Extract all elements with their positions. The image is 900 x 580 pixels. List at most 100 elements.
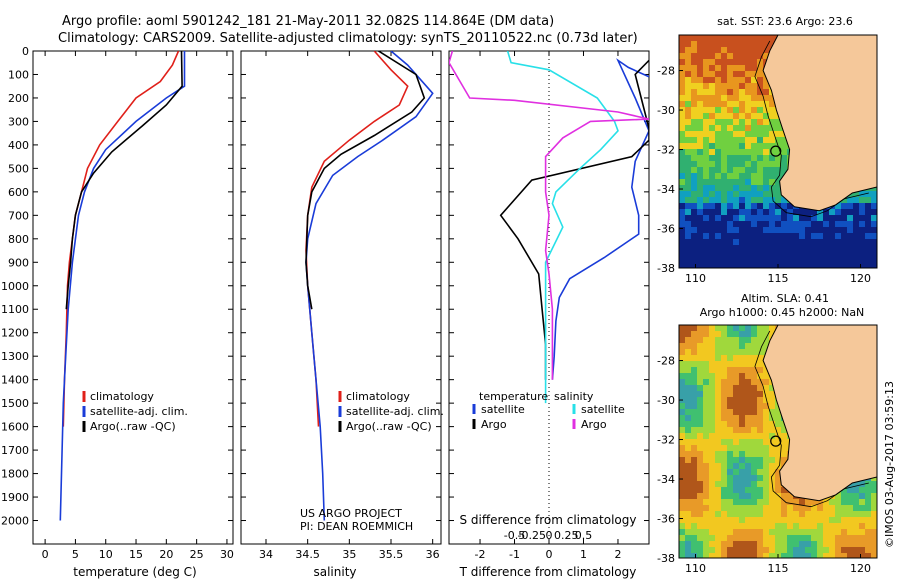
m1-cell — [679, 41, 685, 47]
m2-cell — [769, 403, 775, 409]
m1-cell — [793, 239, 799, 245]
m1-cell — [697, 131, 703, 137]
m2-cell — [709, 367, 715, 373]
m2-cell — [763, 385, 769, 391]
m1-cell — [727, 233, 733, 239]
m2-cell — [703, 415, 709, 421]
m1-cell — [823, 227, 829, 233]
m2-cell — [679, 355, 685, 361]
m1-cell — [703, 203, 709, 209]
m1-cell — [679, 125, 685, 131]
m1-cell — [691, 173, 697, 179]
m2-cell — [679, 451, 685, 457]
m1-cell — [691, 41, 697, 47]
m1-cell — [703, 59, 709, 65]
sla-map-title-1: Altim. SLA: 0.41 — [741, 292, 829, 305]
m1-cell — [853, 245, 859, 251]
m2-cell — [727, 505, 733, 511]
m1-cell — [685, 131, 691, 137]
m1-cell — [757, 107, 763, 113]
m2-cell — [727, 379, 733, 385]
m2-cell — [715, 343, 721, 349]
m1-cell — [769, 179, 775, 185]
m1-cell — [781, 209, 787, 215]
m2-cell — [721, 457, 727, 463]
m1-cell — [775, 215, 781, 221]
difference-series-satellite-2 — [506, 51, 619, 404]
m2-cell — [823, 499, 829, 505]
difference-xtick-label: -2 — [475, 548, 486, 561]
m2-cell — [691, 439, 697, 445]
m1-cell — [709, 245, 715, 251]
m2-cell — [769, 535, 775, 541]
m1-cell — [709, 41, 715, 47]
m2-cell — [715, 457, 721, 463]
m1-cell — [775, 137, 781, 143]
m2-cell — [739, 487, 745, 493]
m1-cell — [739, 179, 745, 185]
m1-cell — [739, 197, 745, 203]
m2-cell — [781, 505, 787, 511]
m1-cell — [703, 101, 709, 107]
m2-cell — [751, 553, 757, 558]
m2-cell — [739, 409, 745, 415]
m2-cell — [763, 391, 769, 397]
m1-cell — [721, 119, 727, 125]
m2-cell — [865, 541, 871, 547]
m1-cell — [703, 71, 709, 77]
m1-cell — [865, 239, 871, 245]
m1-cell — [757, 41, 763, 47]
m1-cell — [793, 245, 799, 251]
m2-cell — [775, 493, 781, 499]
m1-cell — [709, 47, 715, 53]
depth-tick-label: 1800 — [1, 468, 29, 481]
m1-cell — [769, 107, 775, 113]
m2-cell — [715, 379, 721, 385]
m1-cell — [757, 125, 763, 131]
m1-cell — [757, 47, 763, 53]
m2-cell — [853, 541, 859, 547]
m1-cell — [733, 59, 739, 65]
m2-cell — [703, 463, 709, 469]
m2-cell — [709, 379, 715, 385]
m2-cell — [745, 385, 751, 391]
m2-cell — [691, 433, 697, 439]
m1-cell — [835, 251, 841, 257]
m1-cell — [733, 215, 739, 221]
m1-cell — [733, 227, 739, 233]
m1-cell — [751, 95, 757, 101]
m2-cell — [817, 541, 823, 547]
m2-cell — [691, 379, 697, 385]
m2-cell — [703, 517, 709, 523]
m1-cell — [799, 227, 805, 233]
m1-cell — [745, 263, 751, 268]
m1-cell — [787, 227, 793, 233]
m1-cell — [727, 35, 733, 41]
m1-cell — [805, 221, 811, 227]
m2-cell — [781, 487, 787, 493]
m2-cell — [709, 463, 715, 469]
m2-cell — [721, 487, 727, 493]
m1-isobath — [754, 40, 869, 218]
m2-cell — [757, 373, 763, 379]
m1-cell — [745, 233, 751, 239]
m1-cell — [781, 161, 787, 167]
m1-cell — [829, 215, 835, 221]
m2-cell — [691, 325, 697, 331]
m2-cell — [769, 547, 775, 553]
m2-cell — [739, 373, 745, 379]
m2-cell — [763, 481, 769, 487]
m1-cell — [823, 209, 829, 215]
m2-cell — [751, 337, 757, 343]
temperature-xtick-label: 30 — [220, 548, 234, 561]
m2-cell — [829, 505, 835, 511]
m2-cell — [781, 457, 787, 463]
m1-cell — [685, 137, 691, 143]
m2-cell — [739, 343, 745, 349]
m1-cell — [763, 251, 769, 257]
m2-cell — [841, 487, 847, 493]
m1-cell — [679, 185, 685, 191]
m1-cell — [709, 155, 715, 161]
m1-cell — [697, 209, 703, 215]
m2-cell — [679, 529, 685, 535]
